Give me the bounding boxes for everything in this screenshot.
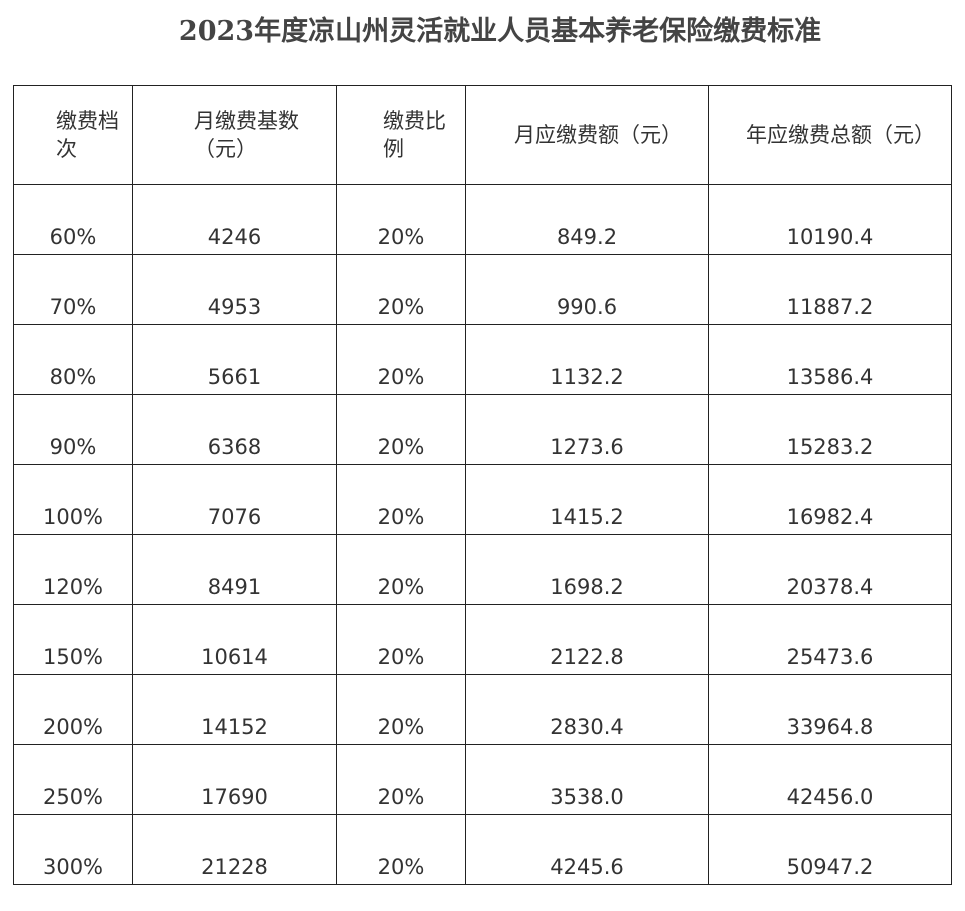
data-cell: 50947.2 xyxy=(708,814,952,885)
header-text: 缴费档次 xyxy=(56,109,119,161)
data-cell: 8491 xyxy=(132,534,337,605)
header-text: 年应缴费总额（元） xyxy=(746,123,935,147)
data-cell: 6368 xyxy=(132,394,337,465)
header-text: 缴费比例 xyxy=(383,109,446,161)
data-row: 60% 4246 20% 849.2 10190.4 xyxy=(13,184,952,255)
data-row: 100% 7076 20% 1415.2 16982.4 xyxy=(13,464,952,535)
data-row: 150% 10614 20% 2122.8 25473.6 xyxy=(13,604,952,675)
header-cell: 缴费档次 xyxy=(13,85,133,185)
data-cell: 150% xyxy=(13,604,133,675)
data-cell: 10614 xyxy=(132,604,337,675)
data-cell: 100% xyxy=(13,464,133,535)
header-cell: 缴费比例 xyxy=(336,85,466,185)
data-cell: 10190.4 xyxy=(708,184,952,255)
data-cell: 300% xyxy=(13,814,133,885)
data-cell: 20% xyxy=(336,394,466,465)
data-cell: 250% xyxy=(13,744,133,815)
data-cell: 2122.8 xyxy=(465,604,709,675)
data-cell: 849.2 xyxy=(465,184,709,255)
data-cell: 20% xyxy=(336,814,466,885)
data-cell: 120% xyxy=(13,534,133,605)
header-text: 月应缴费额（元） xyxy=(514,123,682,147)
data-cell: 14152 xyxy=(132,674,337,745)
data-row: 200% 14152 20% 2830.4 33964.8 xyxy=(13,674,952,745)
data-cell: 4953 xyxy=(132,254,337,325)
data-cell: 20378.4 xyxy=(708,534,952,605)
data-cell: 990.6 xyxy=(465,254,709,325)
data-cell: 2830.4 xyxy=(465,674,709,745)
data-cell: 20% xyxy=(336,674,466,745)
data-cell: 20% xyxy=(336,324,466,395)
header-cell: 年应缴费总额（元） xyxy=(708,85,952,185)
data-cell: 4245.6 xyxy=(465,814,709,885)
data-row: 80% 5661 20% 1132.2 13586.4 xyxy=(13,324,952,395)
data-cell: 70% xyxy=(13,254,133,325)
data-cell: 17690 xyxy=(132,744,337,815)
header-text: 月缴费基数（元） xyxy=(194,109,299,161)
data-cell: 60% xyxy=(13,184,133,255)
data-cell: 200% xyxy=(13,674,133,745)
data-cell: 13586.4 xyxy=(708,324,952,395)
data-cell: 15283.2 xyxy=(708,394,952,465)
data-cell: 5661 xyxy=(132,324,337,395)
data-row: 90% 6368 20% 1273.6 15283.2 xyxy=(13,394,952,465)
data-cell: 1132.2 xyxy=(465,324,709,395)
data-cell: 16982.4 xyxy=(708,464,952,535)
contribution-table: 缴费档次 月缴费基数（元） 缴费比例 月应缴费额（元） 年应缴费总额（元） 60% 4246… xyxy=(13,85,952,885)
data-cell: 11887.2 xyxy=(708,254,952,325)
data-cell: 90% xyxy=(13,394,133,465)
data-cell: 20% xyxy=(336,254,466,325)
data-cell: 3538.0 xyxy=(465,744,709,815)
data-cell: 20% xyxy=(336,604,466,675)
header-cell: 月应缴费额（元） xyxy=(465,85,709,185)
data-cell: 21228 xyxy=(132,814,337,885)
data-cell: 42456.0 xyxy=(708,744,952,815)
data-cell: 20% xyxy=(336,464,466,535)
data-cell: 20% xyxy=(336,184,466,255)
data-cell: 33964.8 xyxy=(708,674,952,745)
header-row: 缴费档次 月缴费基数（元） 缴费比例 月应缴费额（元） 年应缴费总额（元） xyxy=(13,85,952,185)
data-cell: 1273.6 xyxy=(465,394,709,465)
data-cell: 4246 xyxy=(132,184,337,255)
data-cell: 20% xyxy=(336,534,466,605)
page-title: 2023年度凉山州灵活就业人员基本养老保险缴费标准 xyxy=(178,16,822,47)
data-cell: 7076 xyxy=(132,464,337,535)
data-row: 250% 17690 20% 3538.0 42456.0 xyxy=(13,744,952,815)
data-cell: 1415.2 xyxy=(465,464,709,535)
data-cell: 80% xyxy=(13,324,133,395)
data-cell: 20% xyxy=(336,744,466,815)
data-row: 300% 21228 20% 4245.6 50947.2 xyxy=(13,814,952,885)
data-row: 70% 4953 20% 990.6 11887.2 xyxy=(13,254,952,325)
header-cell: 月缴费基数（元） xyxy=(132,85,337,185)
data-cell: 1698.2 xyxy=(465,534,709,605)
data-cell: 25473.6 xyxy=(708,604,952,675)
data-row: 120% 8491 20% 1698.2 20378.4 xyxy=(13,534,952,605)
